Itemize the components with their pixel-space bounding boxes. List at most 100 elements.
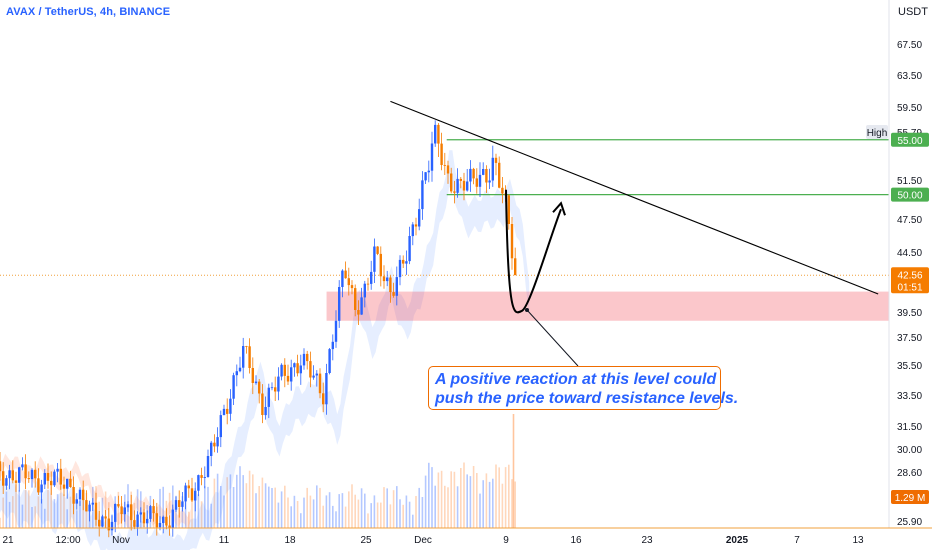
annotation-box[interactable]: A positive reaction at this level could … <box>428 366 738 410</box>
candle-body <box>110 521 114 531</box>
volume-bar <box>405 495 408 528</box>
volume-bar <box>216 473 219 528</box>
candle-body <box>226 408 229 414</box>
candle-body <box>315 373 318 376</box>
volume-bar <box>245 483 248 528</box>
candle-body <box>0 461 2 472</box>
candle-body <box>248 346 251 368</box>
volume-bar <box>50 486 52 528</box>
volume-bar <box>300 513 302 528</box>
volume-bar <box>40 499 43 528</box>
support-zone <box>326 291 890 321</box>
candle-body <box>354 288 357 310</box>
resistance-price-label: 55.00 <box>897 136 922 147</box>
candle-body <box>56 468 59 472</box>
volume-bar <box>44 508 46 528</box>
candle-body <box>181 501 184 507</box>
candle-body <box>386 277 389 282</box>
candle-body <box>405 261 408 264</box>
candle-body <box>152 506 155 514</box>
volume-bar <box>450 471 452 528</box>
volume-bar <box>376 502 379 528</box>
volume-bar <box>8 501 11 528</box>
candle-body <box>53 471 56 486</box>
candle-body <box>190 488 194 501</box>
candle-body <box>130 504 133 521</box>
candle-body <box>133 520 136 527</box>
candle-body <box>18 467 21 483</box>
current-price-label: 42.56 <box>897 270 922 281</box>
candle-body <box>82 489 85 501</box>
candle-body <box>402 259 405 264</box>
time-tick-label: 25 <box>360 535 372 546</box>
volume-bar <box>271 488 273 528</box>
candle-body <box>498 162 501 188</box>
candle-body <box>261 393 264 415</box>
volume-bar <box>453 471 456 528</box>
volume-bar <box>76 510 78 528</box>
candle-body <box>296 363 299 374</box>
volume-bar <box>421 497 424 528</box>
price-tick-label: 51.50 <box>897 176 922 187</box>
volume-bar <box>328 492 331 528</box>
volume-bar <box>34 506 36 528</box>
candle-body <box>293 363 296 368</box>
volume-bar <box>344 506 347 528</box>
candle-body <box>162 516 165 523</box>
price-tick-label: 59.50 <box>897 103 922 114</box>
candle-body <box>245 346 248 347</box>
candle-body <box>146 518 149 524</box>
price-tick-label: 44.50 <box>897 248 922 259</box>
axis-currency-label[interactable]: USDT <box>898 6 928 18</box>
volume-bar <box>338 494 340 528</box>
candle-body <box>494 157 498 163</box>
volume-bar <box>373 495 376 528</box>
symbol-title[interactable]: AVAX / TetherUS, 4h, BINANCE <box>6 6 171 18</box>
candle-body <box>34 469 37 479</box>
candle-body <box>408 236 411 262</box>
candle-body <box>264 407 267 416</box>
volume-bar <box>53 499 56 528</box>
high-marker-tag <box>866 125 888 140</box>
volume-bar <box>248 470 251 528</box>
candle-body <box>286 375 290 382</box>
candle-body <box>501 187 504 194</box>
candle-body <box>325 373 328 405</box>
candle-body <box>376 246 379 254</box>
volume-bar <box>188 511 190 528</box>
candle-body <box>37 478 40 493</box>
candle-body <box>30 469 34 480</box>
volume-bar <box>389 504 392 528</box>
volume-bar-spike <box>512 414 515 528</box>
volume-bar <box>239 466 241 528</box>
candle-body <box>46 473 50 481</box>
volume-bar <box>495 464 497 528</box>
price-tick-label: 67.50 <box>897 40 922 51</box>
candle-body <box>280 364 283 377</box>
volume-bar <box>312 499 315 528</box>
price-tick-label: 31.50 <box>897 422 922 433</box>
current-price-tag <box>891 267 929 294</box>
projection-curve <box>505 189 562 314</box>
volume-bar <box>485 473 488 528</box>
volume-bar <box>408 501 411 528</box>
volume-bar <box>15 484 17 528</box>
candle-body <box>440 143 443 165</box>
volume-bar <box>479 493 481 528</box>
price-tick-label: 28.60 <box>897 468 922 479</box>
volume-bar <box>418 487 420 528</box>
annotation-line-1: A positive reaction at this level could <box>435 371 717 388</box>
volume-bar <box>367 513 369 528</box>
resistance-price-label: 50.00 <box>897 191 922 202</box>
volume-bar <box>460 468 462 528</box>
volume-bar <box>482 480 484 528</box>
volume-bar <box>223 495 225 528</box>
volume-bar <box>12 496 14 528</box>
candle-body <box>50 480 53 486</box>
volume-bar <box>476 473 478 528</box>
volume-bar <box>440 470 443 528</box>
candle-body <box>363 283 366 298</box>
candle-body <box>344 270 347 279</box>
volume-bar <box>136 489 139 528</box>
